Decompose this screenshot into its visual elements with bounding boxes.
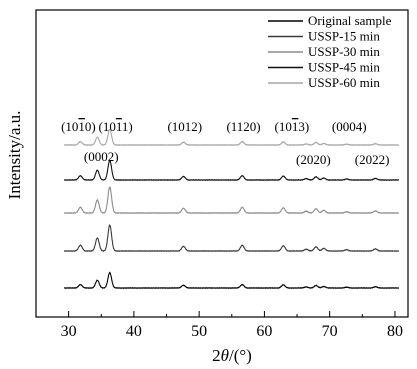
legend-entry: Original sample (308, 13, 392, 28)
x-axis-label-base: 2 (212, 346, 221, 365)
x-tick-label: 30 (61, 323, 77, 340)
x-tick-label: 50 (191, 323, 207, 340)
peak-label: (1011) (99, 119, 133, 134)
axes: 30 40 50 60 70 80 (35, 9, 409, 340)
legend-entry: USSP-60 min (308, 75, 380, 90)
peak-label: (1012) (167, 119, 202, 134)
peak-label: (2020) (296, 152, 331, 167)
x-tick-label: 70 (322, 323, 338, 340)
legend-entry: USSP-15 min (308, 29, 380, 44)
series-line (63, 271, 399, 290)
series-line (64, 159, 400, 182)
series-line (63, 186, 399, 215)
series-line (63, 223, 400, 253)
x-tick-label: 80 (387, 323, 403, 340)
x-axis-label: 2θ/(°) (212, 346, 252, 365)
x-axis-label-suffix: /(°) (229, 346, 252, 365)
x-axis-label-theta: θ (221, 346, 229, 365)
peak-label: (0002) (84, 149, 119, 164)
series-line (63, 128, 400, 147)
peak-label: (1013) (274, 119, 309, 134)
traces (63, 128, 400, 290)
peak-label: (1010) (61, 119, 96, 134)
peak-annotations: (1010) (1011) (1012) (1120) (1013) (0004) (000… (61, 119, 389, 167)
peak-label: (1120) (226, 119, 260, 134)
legend-entry: USSP-45 min (308, 60, 380, 75)
plot-frame (35, 9, 409, 318)
legend-entry: USSP-30 min (308, 44, 380, 59)
x-tick-label: 60 (256, 323, 272, 340)
y-axis-label: Intensity/a.u. (5, 111, 24, 200)
x-tick-label: 40 (126, 323, 142, 340)
peak-label: (2022) (355, 152, 390, 167)
peak-label: (0004) (332, 119, 367, 134)
